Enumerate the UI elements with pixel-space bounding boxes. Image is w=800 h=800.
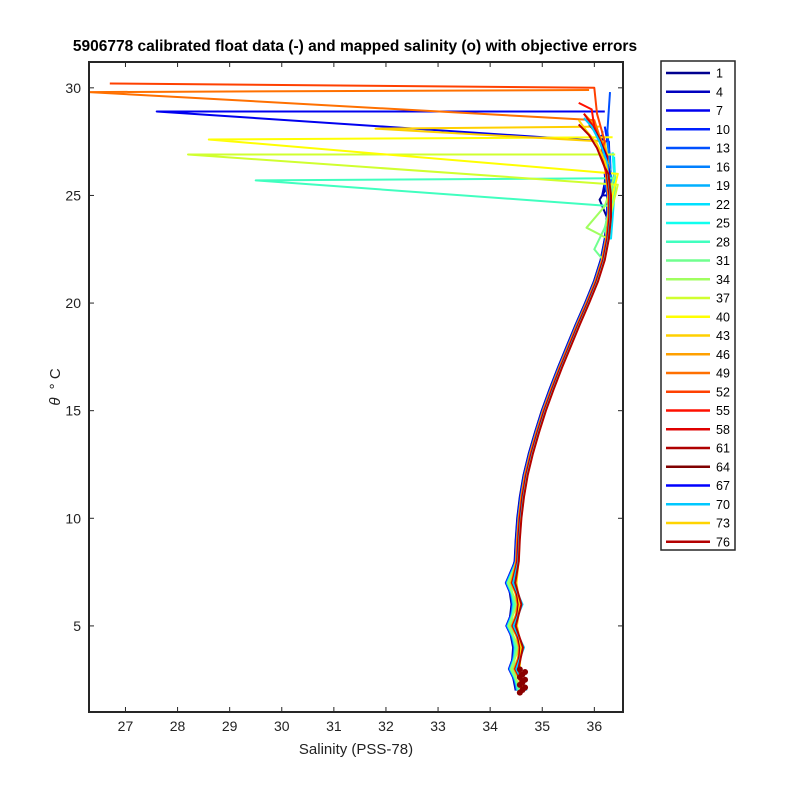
legend-entry-label: 34 [716,273,730,287]
x-axis: 27 28 29 30 31 32 33 34 35 36 [118,62,603,734]
legend-entry-label: 10 [716,123,730,137]
x-tick-label: 35 [534,718,550,734]
legend-entry-label: 40 [716,310,730,324]
legend-entry-label: 73 [716,517,730,531]
legend-entry-label: 49 [716,367,730,381]
x-tick-label: 34 [482,718,498,734]
deep-data-point [522,676,529,683]
y-tick-label: 15 [65,403,81,419]
legend-entry-label: 58 [716,423,730,437]
legend: 1 4 7 10 13 16 19 22 25 28 31 34 37 40 43 46 49 52 55 58 61 6… [660,60,736,551]
y-tick-label: 20 [65,295,81,311]
legend-entry-label: 37 [716,292,730,306]
x-tick-label: 32 [378,718,394,734]
y-tick-label: 10 [65,510,81,526]
legend-entry-label: 16 [716,160,730,174]
x-tick-label: 30 [274,718,290,734]
y-tick-label: 5 [73,618,81,634]
plot-area [88,61,624,713]
legend-entry-label: 52 [716,385,730,399]
plot-frame [88,61,624,713]
y-tick-label: 25 [65,187,81,203]
legend-entry-label: 1 [716,67,723,81]
chart-title: 5906778 calibrated float data (-) and ma… [73,38,637,55]
x-tick-label: 36 [587,718,603,734]
legend-entry-label: 7 [716,104,723,118]
y-axis: 5 10 15 20 25 30 [65,80,623,634]
y-axis-label: θ ° C [47,368,64,405]
legend-box [660,60,736,551]
x-tick-label: 31 [326,718,342,734]
legend-entry-label: 67 [716,479,730,493]
plot-background [89,62,623,712]
legend-entry-label: 25 [716,217,730,231]
series-group [89,82,619,696]
x-tick-label: 33 [430,718,446,734]
y-axis-label-symbol: θ [47,398,64,406]
x-tick-label: 28 [170,718,186,734]
legend-entry-label: 28 [716,235,730,249]
series-line-76 [514,123,612,691]
deep-data-point [522,684,529,691]
legend-entry-label: 13 [716,142,730,156]
deep-data-point [516,666,523,673]
legend-entry-label: 22 [716,198,730,212]
deep-data-point [522,668,529,675]
x-tick-label: 27 [118,718,134,734]
legend-entry-label: 4 [716,85,723,99]
y-tick-label: 30 [65,80,81,96]
legend-entry-label: 43 [716,329,730,343]
y-axis-label-unit: ° C [47,368,64,389]
legend-entry-label: 19 [716,179,730,193]
legend-entry-label: 70 [716,498,730,512]
legend-items: 1 4 7 10 13 16 19 22 25 28 31 34 37 40 43 46 49 52 55 58 61 6… [666,67,730,549]
legend-entry-label: 76 [716,535,730,549]
x-tick-label: 29 [222,718,238,734]
y-axis-label-text: θ ° C [47,368,64,405]
legend-entry-label: 46 [716,348,730,362]
legend-entry-label: 55 [716,404,730,418]
legend-entry-label: 31 [716,254,730,268]
legend-entry-label: 61 [716,442,730,456]
legend-entry-label: 64 [716,460,730,474]
x-axis-label: Salinity (PSS-78) [299,741,413,758]
